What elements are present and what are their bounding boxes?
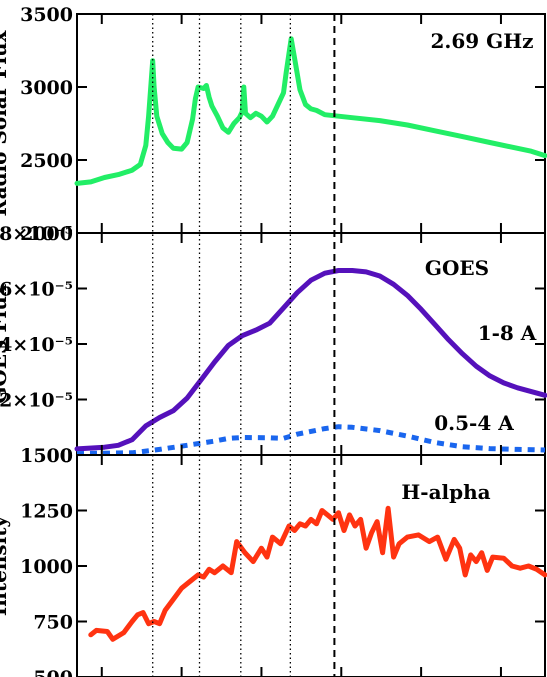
series-line: [74, 268, 547, 452]
series-label: 1-8 A: [478, 321, 537, 345]
series-label: 0.5-4 A: [434, 411, 514, 435]
y-tick-label: 4×10⁻⁵: [0, 334, 73, 356]
event-time-markers: [152, 14, 336, 677]
y-tick-label: 0: [60, 445, 73, 467]
radio-flux-panel: 2000 2500 3000 3500 Radio Solar Flux 2.69 GHz: [0, 4, 547, 245]
y-tick-label: 1000: [20, 556, 73, 578]
y-tick-label: 500: [33, 667, 73, 677]
y-axis-label: GOES Flux: [0, 283, 11, 403]
x-axis-ticks: [100, 14, 502, 677]
goes-flux-panel: 0 2×10⁻⁵ 4×10⁻⁵ 6×10⁻⁵ 8×10⁻⁵ GOES Flux 1-8 A 0…: [0, 223, 547, 467]
y-tick-label: 3500: [20, 4, 73, 26]
panel-label: GOES: [425, 256, 489, 280]
y-tick-label: 8×10⁻⁵: [0, 223, 73, 245]
series-line: [74, 36, 547, 186]
y-tick-label: 2500: [20, 150, 73, 172]
y-tick-label: 750: [33, 612, 73, 634]
h-alpha-panel: 500 750 1000 1250 1500 Intensity H-alpha: [0, 445, 547, 677]
series-line: [76, 424, 546, 457]
y-tick-label: 2000: [20, 223, 73, 245]
y-tick-label: 3000: [20, 77, 73, 99]
y-tick-label: 1500: [20, 445, 73, 467]
y-axis-label: Radio Solar Flux: [0, 29, 11, 216]
panel-label: H-alpha: [401, 480, 490, 504]
y-tick-label: 2×10⁻⁵: [0, 390, 73, 412]
y-axis-label: Intensity: [0, 515, 11, 616]
y-tick-label: 1250: [20, 501, 73, 523]
panel-label: 2.69 GHz: [430, 29, 533, 53]
series-line: [88, 505, 547, 642]
y-tick-label: 6×10⁻⁵: [0, 279, 73, 301]
